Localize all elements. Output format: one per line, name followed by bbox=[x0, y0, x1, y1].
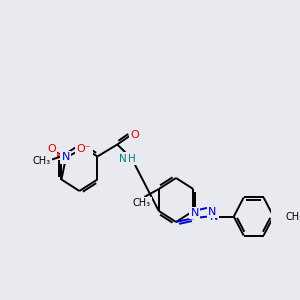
Text: N: N bbox=[62, 152, 70, 163]
Text: N: N bbox=[210, 212, 218, 221]
Text: N: N bbox=[208, 207, 216, 217]
Text: N: N bbox=[191, 208, 199, 218]
Text: O: O bbox=[130, 130, 139, 140]
Text: CH₃: CH₃ bbox=[285, 212, 300, 221]
Text: O⁻: O⁻ bbox=[77, 145, 91, 154]
Text: CH₃: CH₃ bbox=[32, 157, 51, 166]
Text: O: O bbox=[47, 145, 56, 154]
Text: N: N bbox=[119, 154, 127, 164]
Text: H: H bbox=[128, 154, 136, 164]
Text: CH₃: CH₃ bbox=[133, 198, 151, 208]
